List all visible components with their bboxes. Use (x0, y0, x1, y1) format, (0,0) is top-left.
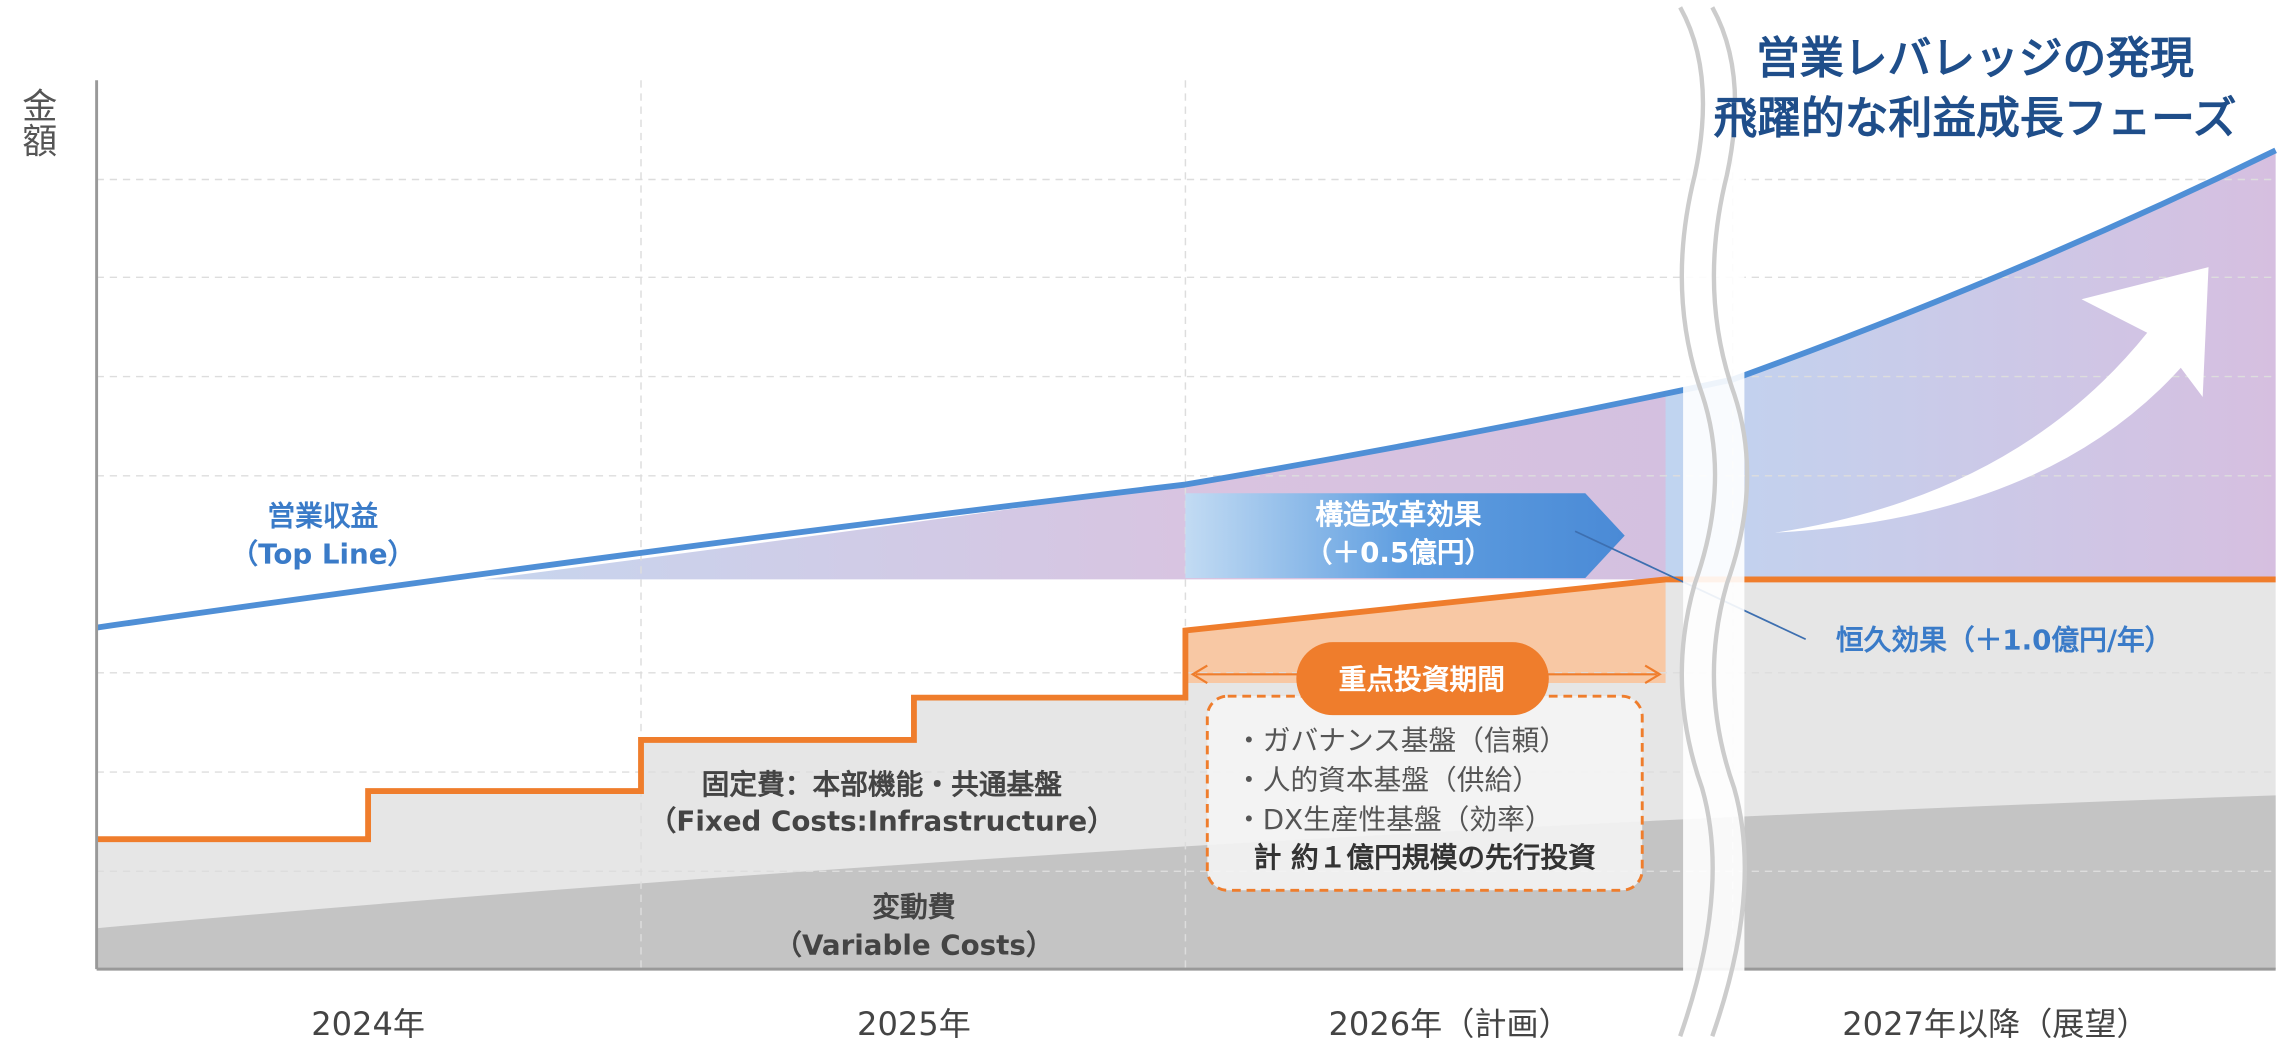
period-label: 2027年以降（展望） (1842, 1005, 2148, 1043)
investment-item: ・人的資本基盤（供給） (1235, 764, 1540, 797)
arrow-head (1190, 664, 1208, 684)
fixed-cost-label: （Fixed Costs:Infrastructure） (649, 804, 1115, 837)
break-line (1710, 6, 1750, 1037)
title: 営業レバレッジの発現 (1756, 33, 2194, 84)
investment-item: ・DX生産性基盤（効率） (1235, 803, 1553, 836)
fixed-cost-line (96, 576, 2276, 843)
permanent-label: 恒久効果（＋1.0億円/年） (1836, 623, 2172, 656)
period-label: 2026年（計画） (1328, 1005, 1570, 1043)
break-line (1678, 6, 1718, 1037)
growth-arrow (1775, 267, 2209, 533)
future-profit-area (1665, 150, 2276, 580)
revenue-label: （Top Line） (230, 537, 415, 570)
structural-label: 構造改革効果 (1315, 498, 1482, 531)
arrow-head (1644, 664, 1662, 684)
investment-total: 計 約１億円規模の先行投資 (1254, 841, 1597, 874)
investment-item: ・ガバナンス基盤（信頼） (1235, 724, 1567, 757)
revenue-line (96, 147, 2277, 631)
variable-cost-label: （Variable Costs） (774, 929, 1053, 962)
period-label: 2025年 (857, 1005, 971, 1043)
axis-label: 金額 (16, 87, 57, 157)
variable-cost-label: 変動費 (872, 891, 955, 924)
investment-badge (1296, 642, 1549, 716)
revenue-label: 営業収益 (267, 499, 378, 532)
badge-label: 重点投資期間 (1339, 663, 1505, 696)
period-label: 2024年 (311, 1005, 425, 1043)
structural-label: （＋0.5億円） (1305, 536, 1493, 569)
structural-arrow (1185, 493, 1625, 578)
fixed-cost-label: 固定費：本部機能・共通基盤 (702, 768, 1063, 801)
title: 飛躍的な利益成長フェーズ (1713, 93, 2236, 144)
